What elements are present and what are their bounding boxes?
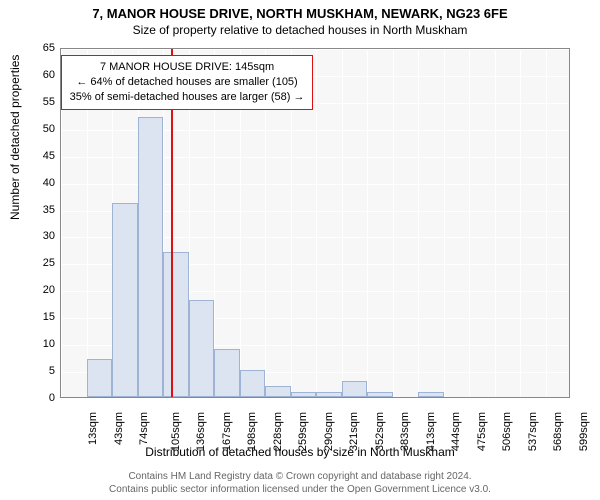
xtick-label: 506sqm xyxy=(501,412,513,451)
ytick-label: 60 xyxy=(25,69,55,81)
xtick-label: 383sqm xyxy=(399,412,411,451)
gridline-v xyxy=(571,49,572,397)
histogram-bar xyxy=(316,392,342,397)
xtick-label: 167sqm xyxy=(221,412,233,451)
xtick-label: 13sqm xyxy=(87,412,99,445)
xtick-label: 475sqm xyxy=(476,412,488,451)
xtick-label: 43sqm xyxy=(113,412,125,445)
ytick-label: 40 xyxy=(25,177,55,189)
xtick-label: 599sqm xyxy=(578,412,590,451)
gridline-v xyxy=(367,49,368,397)
histogram-bar xyxy=(189,300,215,397)
ytick-label: 30 xyxy=(25,230,55,242)
ytick-label: 55 xyxy=(25,96,55,108)
gridline-h xyxy=(61,399,569,400)
ytick-label: 15 xyxy=(25,311,55,323)
footer-line1: Contains HM Land Registry data © Crown c… xyxy=(0,471,600,484)
gridline-v xyxy=(418,49,419,397)
histogram-bar xyxy=(418,392,444,397)
histogram-bar xyxy=(367,392,393,397)
histogram-bar xyxy=(291,392,317,397)
xtick-label: 568sqm xyxy=(552,412,564,451)
ytick-label: 35 xyxy=(25,204,55,216)
ytick-label: 5 xyxy=(25,365,55,377)
ytick-label: 45 xyxy=(25,150,55,162)
histogram-bar xyxy=(112,203,138,397)
histogram-bar xyxy=(265,386,291,397)
annotation-line: ← 64% of detached houses are smaller (10… xyxy=(70,75,305,90)
histogram-bar xyxy=(138,117,164,397)
ytick-label: 0 xyxy=(25,392,55,404)
xtick-label: 290sqm xyxy=(323,412,335,451)
histogram-bar xyxy=(163,252,189,397)
annotation-box: 7 MANOR HOUSE DRIVE: 145sqm← 64% of deta… xyxy=(61,55,314,110)
ytick-label: 10 xyxy=(25,338,55,350)
histogram-bar xyxy=(87,359,113,397)
xtick-label: 444sqm xyxy=(450,412,462,451)
xtick-label: 228sqm xyxy=(272,412,284,451)
annotation-line: 35% of semi-detached houses are larger (… xyxy=(70,90,305,105)
gridline-v xyxy=(393,49,394,397)
histogram-bar xyxy=(240,370,266,397)
gridline-v xyxy=(495,49,496,397)
chart-subtitle: Size of property relative to detached ho… xyxy=(0,21,600,37)
gridline-v xyxy=(469,49,470,397)
ytick-label: 50 xyxy=(25,123,55,135)
gridline-v xyxy=(444,49,445,397)
xtick-label: 105sqm xyxy=(170,412,182,451)
plot-area: 7 MANOR HOUSE DRIVE: 145sqm← 64% of deta… xyxy=(60,48,570,398)
gridline-v xyxy=(342,49,343,397)
histogram-bar xyxy=(342,381,368,397)
xtick-label: 413sqm xyxy=(425,412,437,451)
footer-line2: Contains public sector information licen… xyxy=(0,484,600,497)
gridline-v xyxy=(520,49,521,397)
xtick-label: 259sqm xyxy=(297,412,309,451)
ytick-label: 25 xyxy=(25,257,55,269)
chart-title: 7, MANOR HOUSE DRIVE, NORTH MUSKHAM, NEW… xyxy=(0,0,600,21)
xtick-label: 198sqm xyxy=(246,412,258,451)
xtick-label: 352sqm xyxy=(374,412,386,451)
histogram-bar xyxy=(214,349,240,397)
gridline-v xyxy=(316,49,317,397)
ytick-label: 65 xyxy=(25,42,55,54)
footer-attribution: Contains HM Land Registry data © Crown c… xyxy=(0,471,600,496)
ytick-label: 20 xyxy=(25,284,55,296)
y-axis-label: Number of detached properties xyxy=(8,55,22,220)
annotation-line: 7 MANOR HOUSE DRIVE: 145sqm xyxy=(70,60,305,75)
xtick-label: 321sqm xyxy=(348,412,360,451)
gridline-v xyxy=(546,49,547,397)
xtick-label: 74sqm xyxy=(138,412,150,445)
xtick-label: 537sqm xyxy=(527,412,539,451)
xtick-label: 136sqm xyxy=(195,412,207,451)
